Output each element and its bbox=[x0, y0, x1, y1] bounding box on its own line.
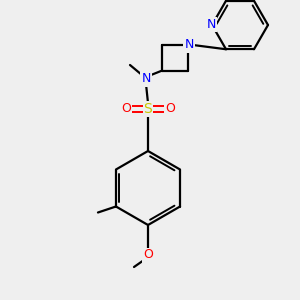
Text: N: N bbox=[141, 73, 151, 85]
Text: N: N bbox=[206, 17, 216, 31]
Text: O: O bbox=[165, 103, 175, 116]
Text: N: N bbox=[184, 38, 194, 52]
Text: S: S bbox=[144, 102, 152, 116]
Text: O: O bbox=[143, 248, 153, 262]
Text: O: O bbox=[121, 103, 131, 116]
